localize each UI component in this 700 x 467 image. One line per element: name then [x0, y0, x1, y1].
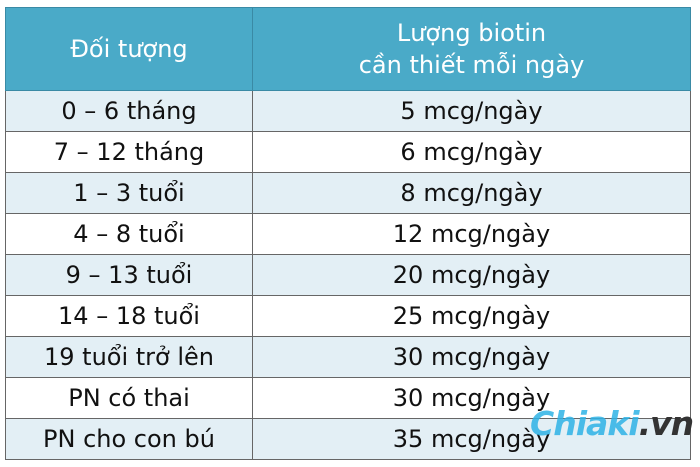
header-amount-line2: cần thiết mỗi ngày	[358, 51, 585, 79]
header-amount-line1: Lượng biotin	[396, 19, 547, 47]
table-row: 4 – 8 tuổi 12 mcg/ngày	[5, 213, 691, 255]
group-cell: 4 – 8 tuổi	[5, 213, 253, 255]
amount-cell: 20 mcg/ngày	[252, 254, 691, 296]
amount-cell: 25 mcg/ngày	[252, 295, 691, 337]
table-row: 7 – 12 tháng 6 mcg/ngày	[5, 131, 691, 173]
group-cell: 0 – 6 tháng	[5, 90, 253, 132]
header-group: Đối tượng	[5, 7, 253, 91]
header-amount: Lượng biotin cần thiết mỗi ngày	[252, 7, 691, 91]
group-cell: 14 – 18 tuổi	[5, 295, 253, 337]
group-cell: 1 – 3 tuổi	[5, 172, 253, 214]
group-cell: PN có thai	[5, 377, 253, 419]
amount-cell: 30 mcg/ngày	[252, 377, 691, 419]
amount-cell: 5 mcg/ngày	[252, 90, 691, 132]
amount-cell: 35 mcg/ngày	[252, 418, 691, 460]
table-row: PN cho con bú 35 mcg/ngày	[5, 418, 691, 460]
watermark-brand: Chiaki	[530, 404, 640, 443]
amount-cell: 6 mcg/ngày	[252, 131, 691, 173]
table-row: 0 – 6 tháng 5 mcg/ngày	[5, 90, 691, 132]
group-cell: PN cho con bú	[5, 418, 253, 460]
group-cell: 9 – 13 tuổi	[5, 254, 253, 296]
table-row: 1 – 3 tuổi 8 mcg/ngày	[5, 172, 691, 214]
watermark-logo: Chiaki.vn	[530, 404, 695, 443]
amount-cell: 8 mcg/ngày	[252, 172, 691, 214]
table-row: 9 – 13 tuổi 20 mcg/ngày	[5, 254, 691, 296]
table-row: PN có thai 30 mcg/ngày	[5, 377, 691, 419]
header-row: Đối tượng Lượng biotin cần thiết mỗi ngày	[5, 7, 691, 91]
amount-cell: 12 mcg/ngày	[252, 213, 691, 255]
biotin-table: Đối tượng Lượng biotin cần thiết mỗi ngày…	[5, 7, 691, 460]
watermark-suffix: .vn	[638, 404, 695, 443]
amount-cell: 30 mcg/ngày	[252, 336, 691, 378]
group-cell: 7 – 12 tháng	[5, 131, 253, 173]
group-cell: 19 tuổi trở lên	[5, 336, 253, 378]
table-row: 19 tuổi trở lên 30 mcg/ngày	[5, 336, 691, 378]
table-row: 14 – 18 tuổi 25 mcg/ngày	[5, 295, 691, 337]
